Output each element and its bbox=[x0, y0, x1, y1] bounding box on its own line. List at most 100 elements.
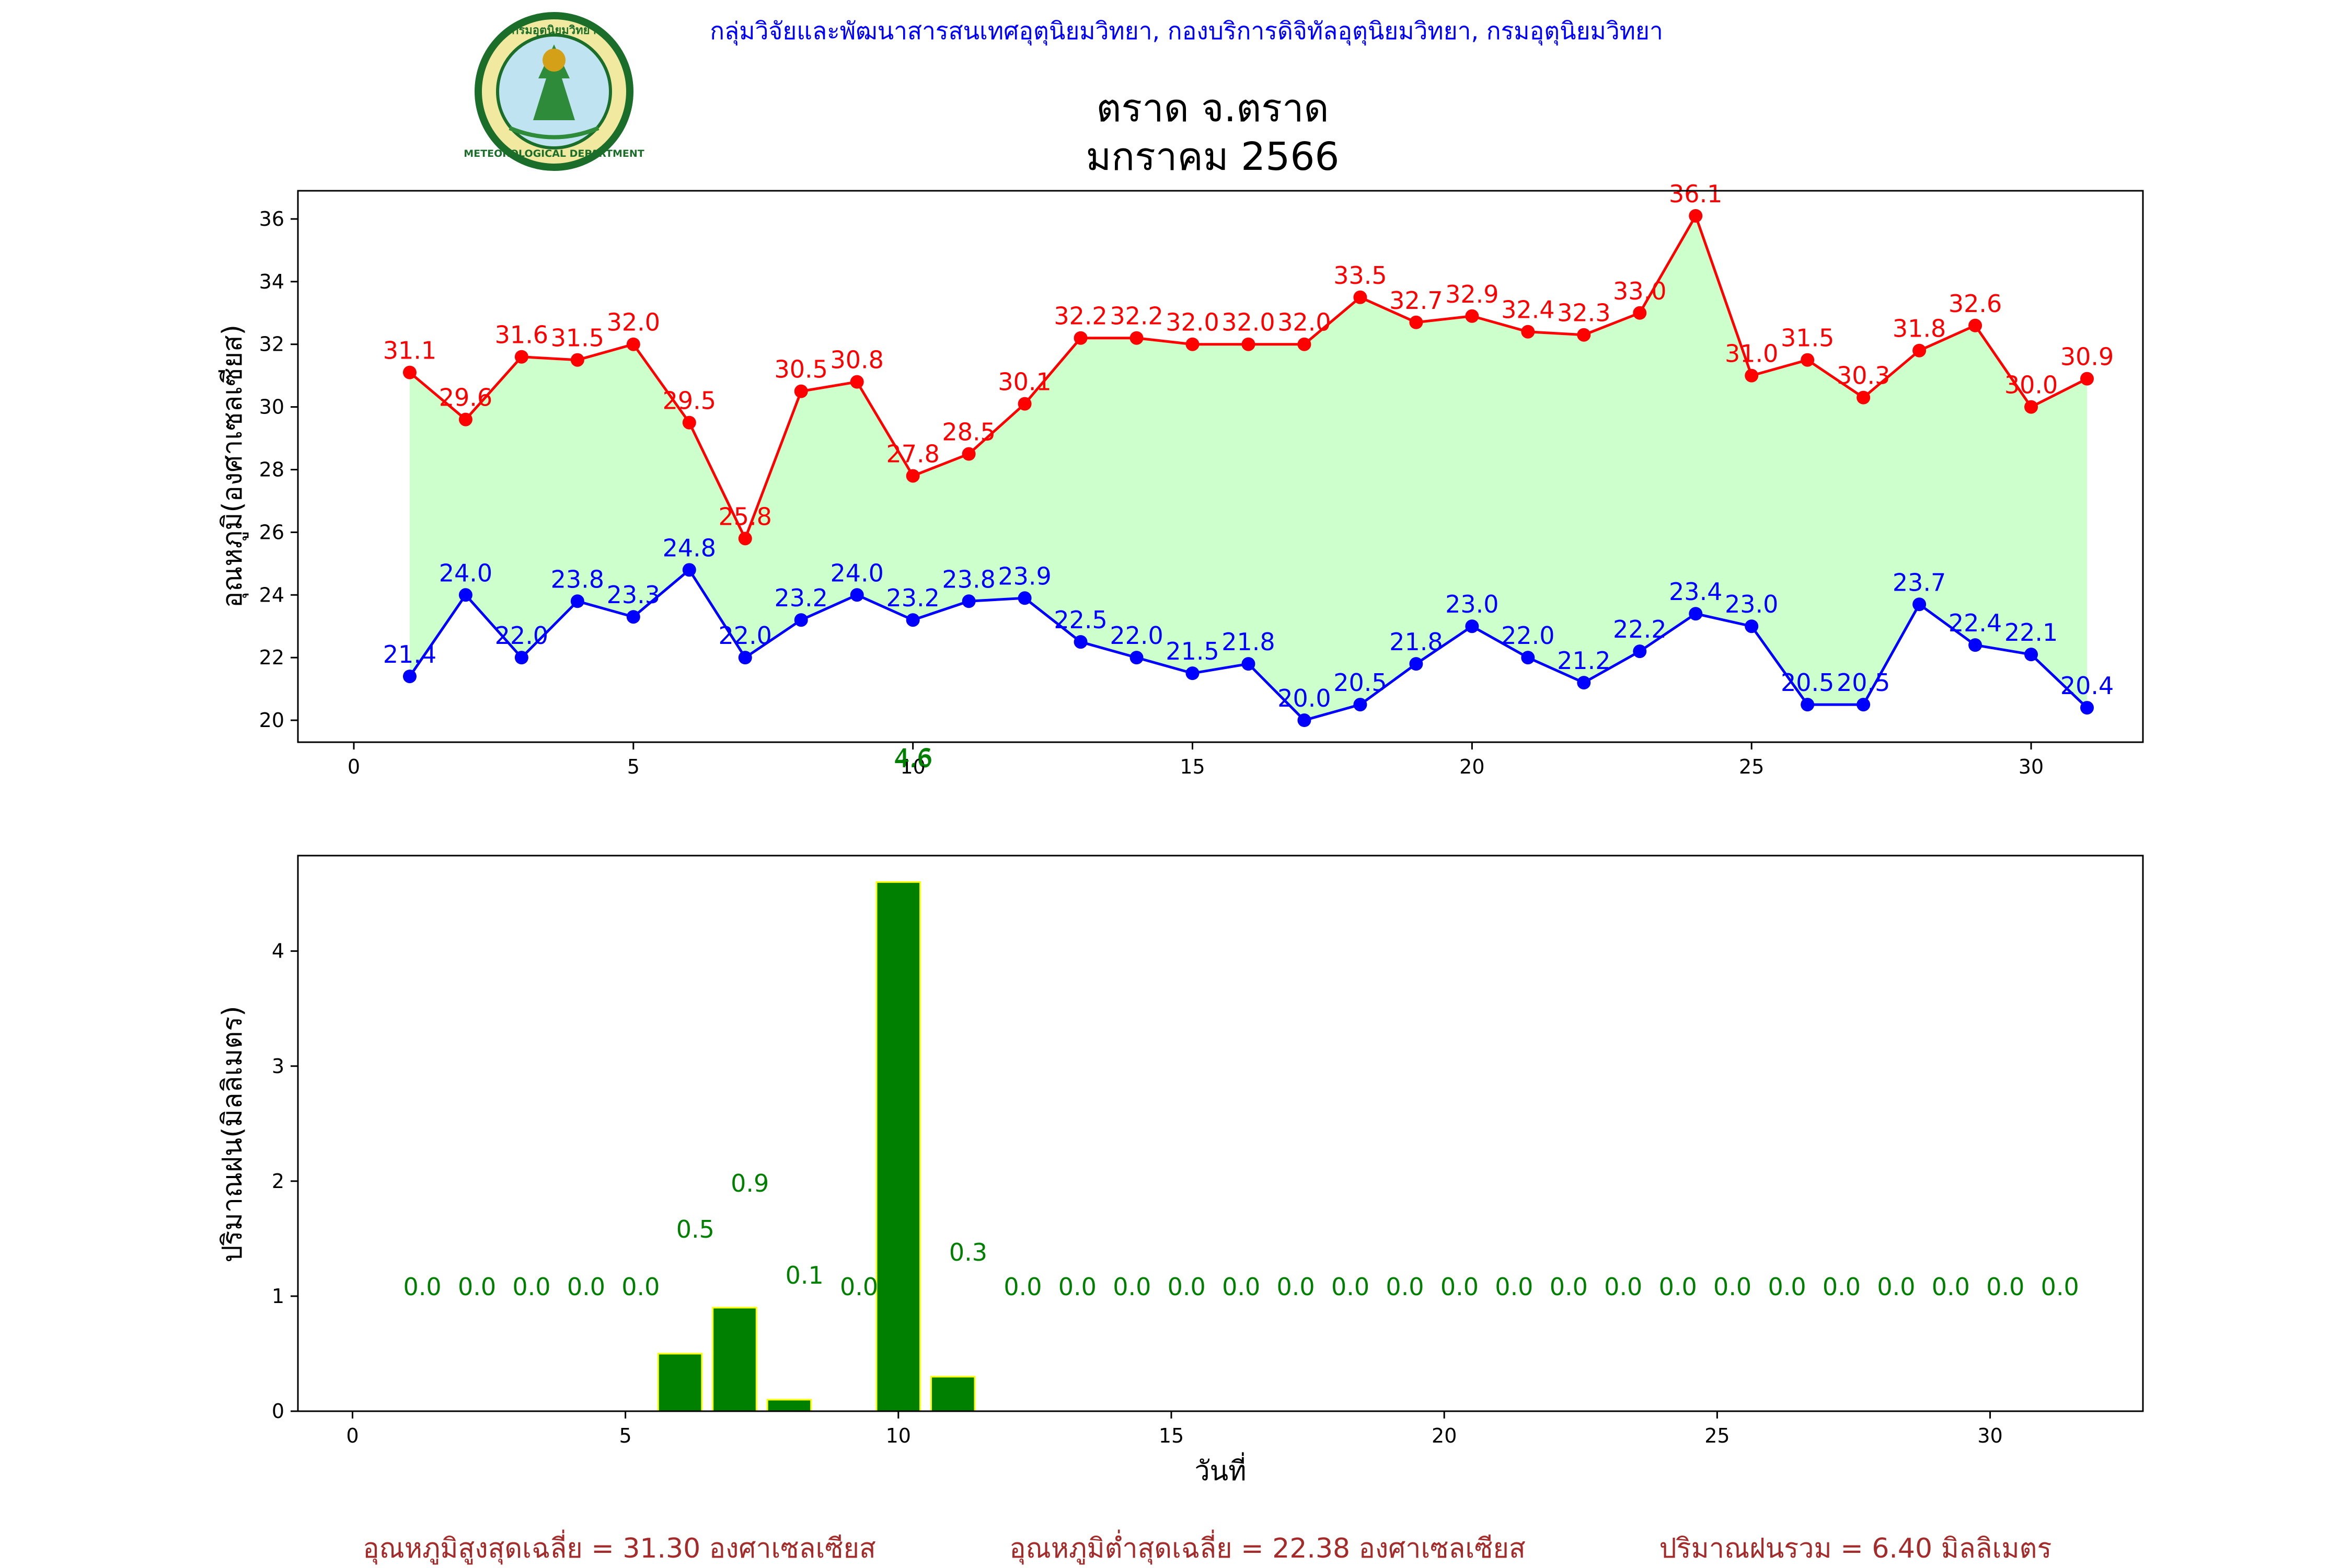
min-temperature-point bbox=[1633, 644, 1647, 659]
avg-min-summary: อุณหภูมิต่ำสุดเฉลี่ย = 22.38 องศาเซลเซีย… bbox=[1009, 1529, 1525, 1565]
min-temperature-point bbox=[1912, 597, 1927, 612]
min-temperature-point bbox=[2080, 701, 2094, 715]
max-temperature-point bbox=[1912, 343, 1927, 358]
rainfall-data-label: 0.0 bbox=[1932, 1273, 1970, 1301]
rainfall-data-label: 0.0 bbox=[1222, 1273, 1260, 1301]
max-temperature-data-label: 29.5 bbox=[663, 387, 716, 415]
max-temperature-data-label: 31.1 bbox=[383, 337, 436, 365]
min-temperature-point bbox=[1018, 591, 1032, 605]
max-temperature-data-label: 31.5 bbox=[1781, 324, 1834, 352]
temperature-y-tick-label: 22 bbox=[259, 646, 284, 669]
temperature-x-tick-label: 0 bbox=[348, 755, 360, 778]
rainfall-x-tick-label: 10 bbox=[886, 1424, 911, 1447]
rainfall-data-label: 0.0 bbox=[1058, 1273, 1097, 1301]
max-temperature-point bbox=[1409, 315, 1423, 329]
rainfall-data-label: 0.5 bbox=[676, 1215, 714, 1243]
rain-total-summary: ปริมาณฝนรวม = 6.40 มิลลิเมตร bbox=[1659, 1533, 2052, 1564]
max-temperature-point bbox=[1018, 397, 1032, 411]
min-temperature-point bbox=[1968, 638, 1982, 652]
max-temperature-data-label: 36.1 bbox=[1669, 180, 1722, 208]
min-temperature-data-label: 21.8 bbox=[1221, 628, 1275, 656]
rainfall-x-tick-label: 15 bbox=[1159, 1424, 1184, 1447]
temperature-x-tick-label: 5 bbox=[627, 755, 640, 778]
min-temperature-point bbox=[1129, 651, 1144, 665]
temperature-x-tick-label: 10 bbox=[900, 755, 925, 778]
min-temperature-data-label: 24.0 bbox=[439, 559, 492, 587]
rainfall-data-label: 4.6 bbox=[894, 744, 932, 772]
rainfall-data-label: 0.1 bbox=[786, 1261, 824, 1289]
rainfall-y-tick-label: 1 bbox=[272, 1285, 284, 1308]
rainfall-data-label: 0.0 bbox=[1713, 1273, 1751, 1301]
rainfall-bar bbox=[657, 1353, 703, 1412]
rainfall-data-label: 0.0 bbox=[1113, 1273, 1151, 1301]
min-temperature-point bbox=[458, 588, 472, 602]
min-temperature-data-label: 21.8 bbox=[1389, 628, 1443, 656]
max-temperature-data-label: 32.0 bbox=[1166, 308, 1219, 337]
rainfall-plot-frame bbox=[297, 855, 2144, 1412]
avg-max-summary: อุณหภูมิสูงสุดเฉลี่ย = 31.30 องศาเซลเซีย… bbox=[363, 1529, 876, 1565]
min-temperature-data-label: 22.2 bbox=[1613, 615, 1666, 643]
max-temperature-point bbox=[514, 350, 528, 364]
rainfall-y-tick-label: 4 bbox=[272, 940, 284, 963]
temperature-y-tick-label: 26 bbox=[259, 521, 284, 544]
min-temperature-point bbox=[850, 588, 864, 602]
rainfall-x-axis-label: วันที่ bbox=[1194, 1452, 1246, 1487]
temperature-y-tick-label: 34 bbox=[259, 270, 284, 293]
max-temperature-data-label: 31.0 bbox=[1725, 340, 1778, 368]
min-temperature-point bbox=[1689, 607, 1703, 621]
min-temperature-data-label: 23.2 bbox=[775, 584, 828, 612]
min-temperature-point bbox=[906, 613, 920, 627]
min-temperature-data-label: 20.5 bbox=[1837, 668, 1890, 697]
min-temperature-point bbox=[570, 594, 584, 608]
rainfall-data-label: 0.0 bbox=[1550, 1273, 1588, 1301]
min-temperature-point bbox=[1801, 698, 1815, 712]
min-temperature-data-label: 22.0 bbox=[495, 621, 548, 650]
max-temperature-data-label: 32.2 bbox=[1054, 302, 1107, 330]
min-temperature-data-label: 23.0 bbox=[1445, 590, 1498, 618]
max-temperature-point bbox=[1689, 209, 1703, 223]
rainfall-x-tick-label: 0 bbox=[346, 1424, 359, 1447]
max-temperature-data-label: 31.5 bbox=[551, 324, 604, 352]
period-title: มกราคม 2566 bbox=[1086, 134, 1339, 179]
min-temperature-data-label: 20.4 bbox=[2060, 672, 2114, 700]
rainfall-y-tick-label: 2 bbox=[272, 1170, 284, 1193]
rainfall-data-label: 0.0 bbox=[458, 1273, 496, 1301]
temperature-range-fill bbox=[409, 215, 2088, 721]
max-temperature-data-label: 29.6 bbox=[439, 384, 492, 412]
max-temperature-point bbox=[1745, 368, 1759, 383]
max-temperature-data-label: 32.0 bbox=[607, 308, 660, 337]
max-temperature-data-label: 27.8 bbox=[886, 440, 939, 468]
min-temperature-data-label: 23.0 bbox=[1725, 590, 1778, 618]
temperature-y-tick-label: 28 bbox=[259, 458, 284, 481]
rainfall-bar bbox=[875, 881, 921, 1412]
min-temperature-data-label: 21.4 bbox=[383, 640, 436, 668]
max-temperature-point bbox=[1185, 337, 1200, 351]
rainfall-x-tick-label: 5 bbox=[619, 1424, 632, 1447]
rainfall-bar bbox=[766, 1399, 812, 1412]
rainfall-data-label: 0.0 bbox=[1440, 1273, 1479, 1301]
rainfall-data-label: 0.0 bbox=[512, 1273, 550, 1301]
rainfall-y-tick-label: 0 bbox=[272, 1400, 284, 1423]
rainfall-x-tick-label: 20 bbox=[1432, 1424, 1457, 1447]
max-temperature-data-label: 28.5 bbox=[942, 418, 995, 446]
min-temperature-point bbox=[794, 613, 808, 627]
min-temperature-data-label: 23.9 bbox=[998, 562, 1051, 590]
temperature-y-tick-label: 20 bbox=[259, 709, 284, 732]
min-temperature-point bbox=[626, 610, 640, 624]
max-temperature-point bbox=[738, 532, 752, 546]
max-temperature-data-label: 32.0 bbox=[1221, 308, 1275, 337]
max-temperature-data-label: 32.9 bbox=[1445, 280, 1498, 308]
rainfall-data-label: 0.0 bbox=[1823, 1273, 1861, 1301]
max-temperature-point bbox=[458, 412, 472, 426]
temperature-x-tick-label: 25 bbox=[1739, 755, 1764, 778]
logo-text: METEOROLOGICAL DEPARTMENT bbox=[464, 148, 644, 159]
min-temperature-data-label: 23.4 bbox=[1669, 578, 1722, 606]
rainfall-data-label: 0.0 bbox=[1004, 1273, 1042, 1301]
max-temperature-point bbox=[682, 416, 696, 430]
max-temperature-point bbox=[1577, 328, 1591, 342]
min-temperature-point bbox=[514, 651, 528, 665]
min-temperature-data-label: 21.5 bbox=[1166, 637, 1219, 665]
max-temperature-data-label: 32.4 bbox=[1501, 296, 1554, 324]
min-temperature-data-label: 23.3 bbox=[607, 581, 660, 609]
